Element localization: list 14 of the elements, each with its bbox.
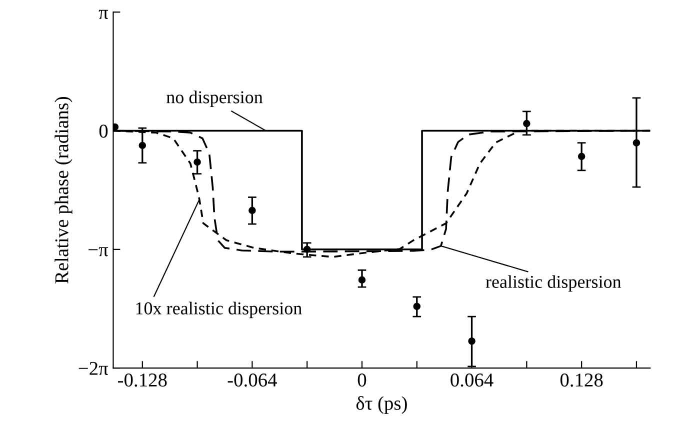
x-axis-title: δτ (ps) — [356, 396, 407, 414]
x-tick-label: 0 — [358, 373, 366, 387]
y-tick-label: −π — [88, 247, 108, 256]
x-tick-label: -0.128 — [118, 373, 167, 387]
annotation: realistic dispersion — [486, 275, 622, 292]
y-tick-label: −2π — [78, 362, 108, 375]
x-tick-label: 0.128 — [560, 373, 603, 387]
x-tick-label: -0.064 — [228, 373, 277, 387]
annotation: 10x realistic dispersion — [136, 302, 302, 318]
y-axis-title: Relative phase (radians) — [54, 96, 72, 284]
annotation: no dispersion — [166, 90, 263, 107]
x-tick-label: 0.064 — [450, 373, 494, 387]
y-tick-label: π — [98, 10, 108, 20]
y-tick-label: 0 — [99, 124, 108, 138]
